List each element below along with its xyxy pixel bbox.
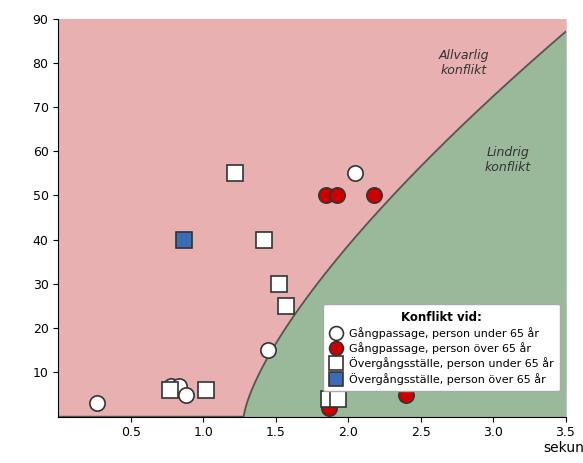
Legend: Gångpassage, person under 65 år, Gångpassage, person över 65 år, Övergångsställe: Gångpassage, person under 65 år, Gångpas… bbox=[323, 304, 560, 391]
Text: Allvarlig
konflikt: Allvarlig konflikt bbox=[439, 49, 489, 77]
Text: Lindrig
konflikt: Lindrig konflikt bbox=[484, 146, 531, 174]
X-axis label: sekunder: sekunder bbox=[544, 441, 583, 455]
